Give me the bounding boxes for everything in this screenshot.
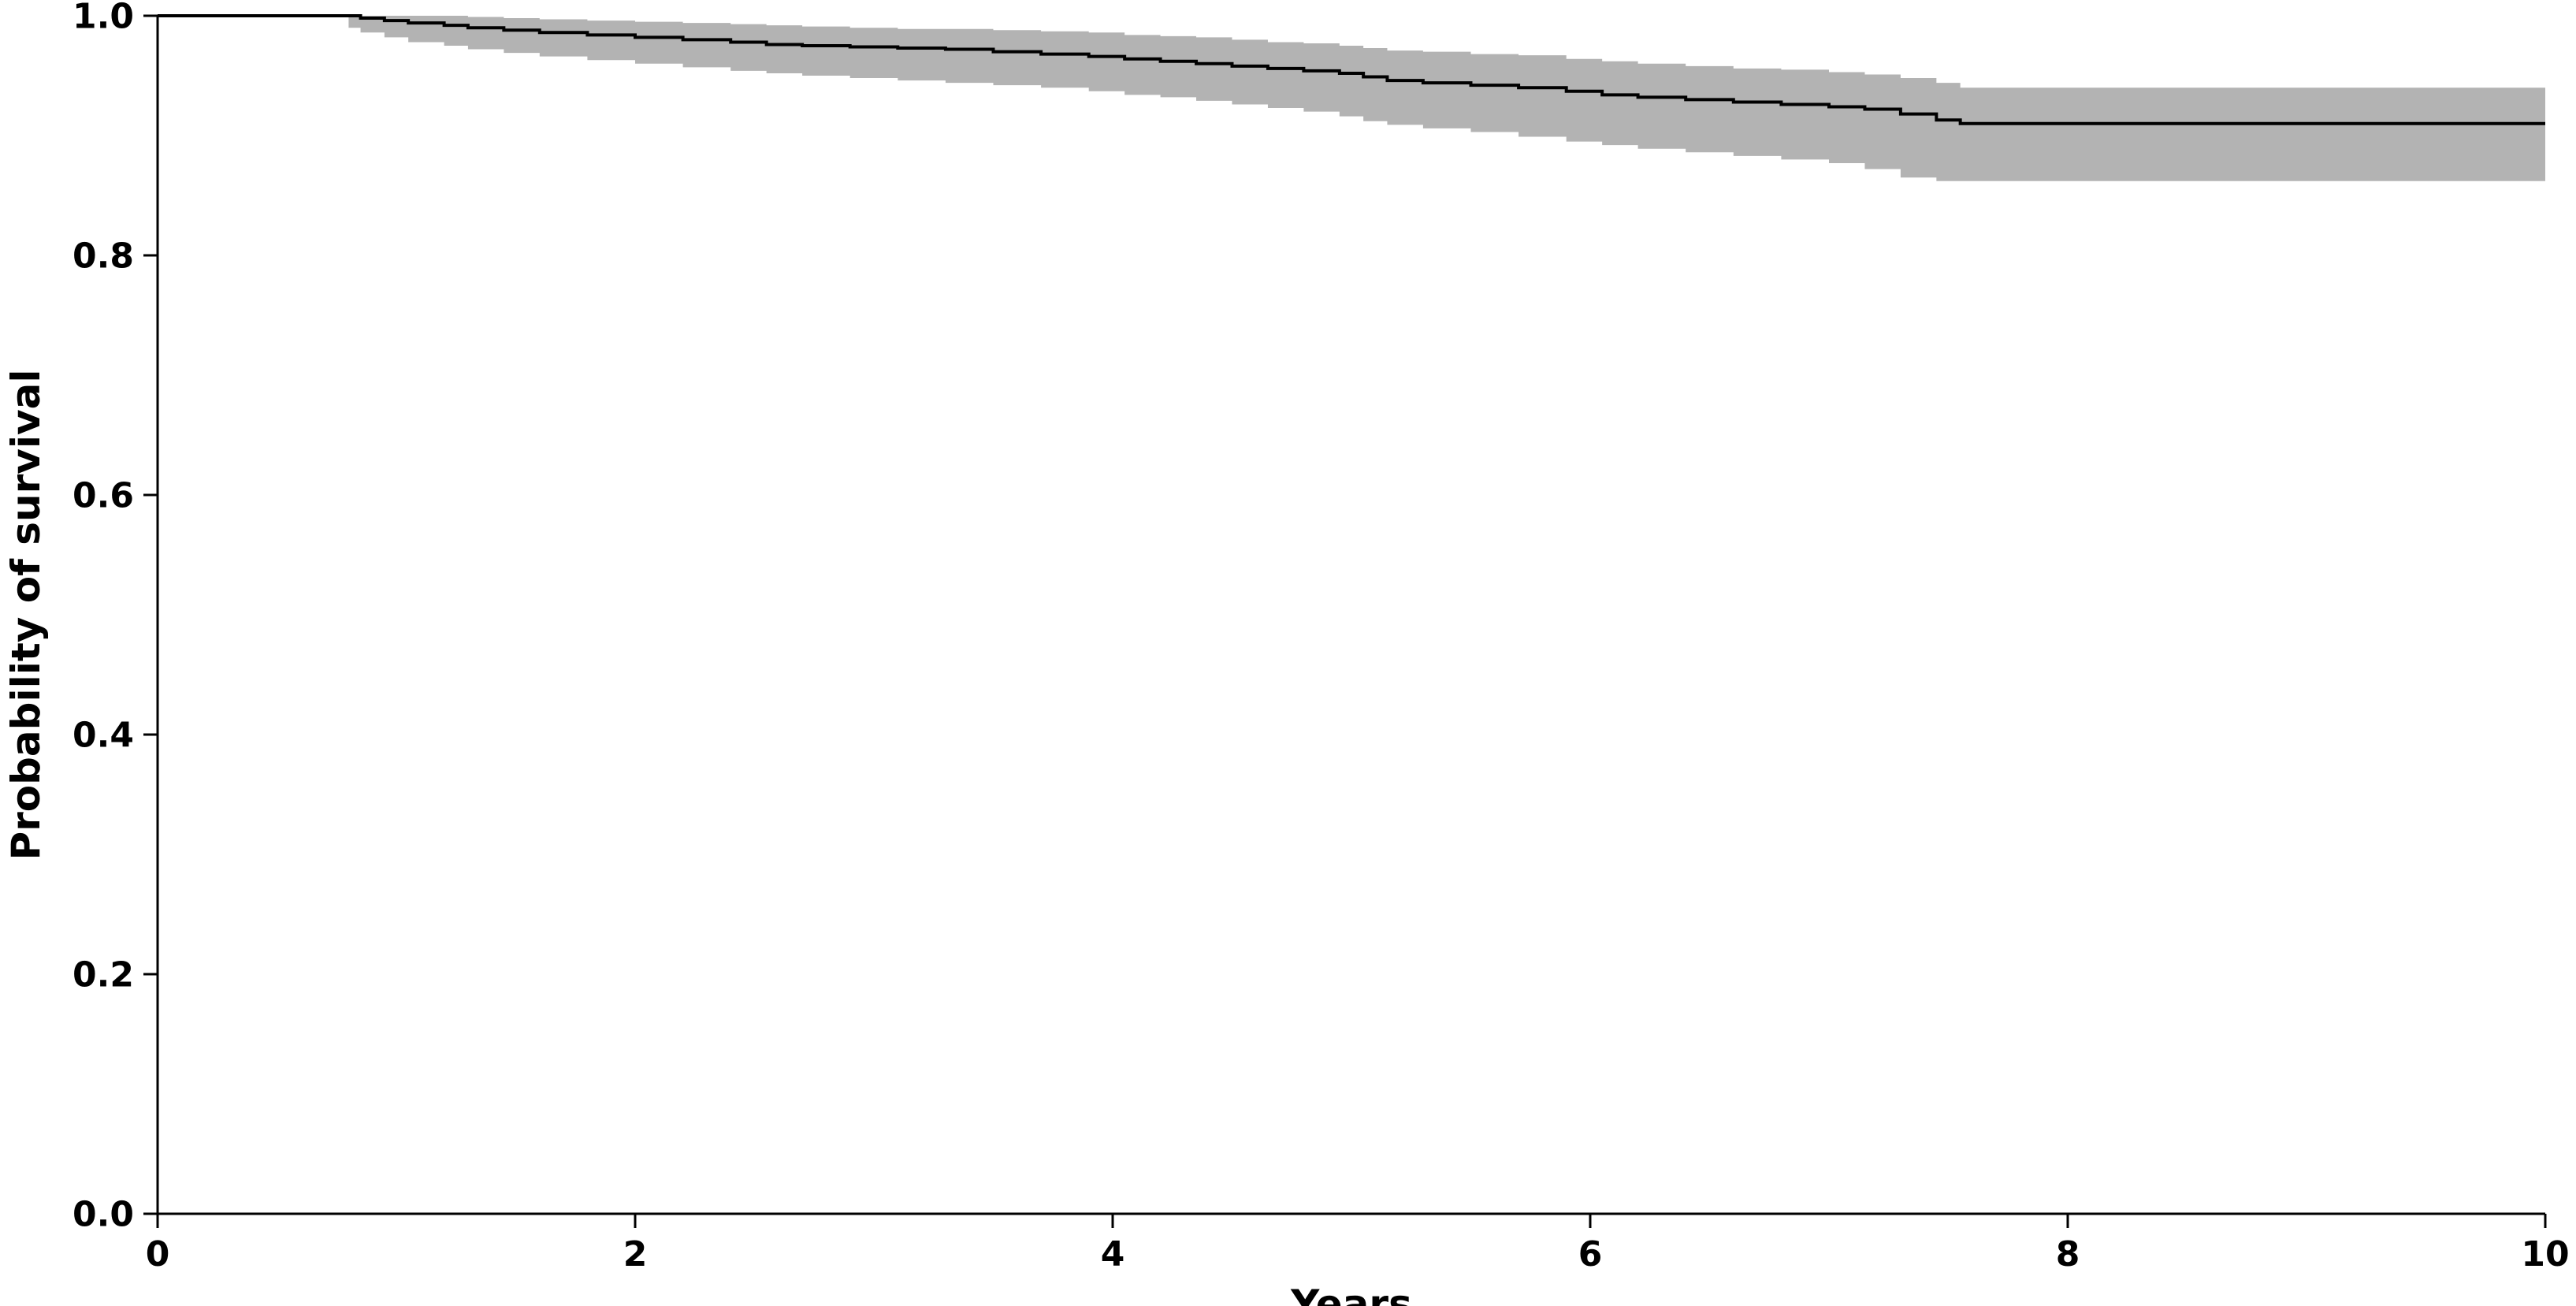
x-tick-label: 0 <box>146 1234 170 1274</box>
y-tick-label: 0.6 <box>72 475 134 515</box>
confidence-band <box>158 16 2545 181</box>
x-tick-label: 4 <box>1101 1234 1125 1274</box>
x-tick-label: 10 <box>2521 1234 2569 1274</box>
y-tick-label: 1.0 <box>72 0 134 36</box>
y-tick-label: 0.8 <box>72 236 134 276</box>
y-tick-label: 0.4 <box>72 715 134 755</box>
y-tick-label: 0.0 <box>72 1194 134 1234</box>
chart-svg: 0 2 4 6 8 10 0.0 0.2 0.4 0.6 0.8 1.0 Years Probabilit… <box>0 0 2576 1306</box>
y-tick-label: 0.2 <box>72 954 134 995</box>
survival-chart: 0 2 4 6 8 10 0.0 0.2 0.4 0.6 0.8 1.0 Years Probabilit… <box>0 0 2576 1306</box>
y-axis-label: Probability of survival <box>3 369 49 860</box>
x-tick-label: 2 <box>623 1234 648 1274</box>
x-tick-label: 6 <box>1578 1234 1603 1274</box>
x-axis-label: Years <box>1290 1282 1412 1306</box>
x-tick-label: 8 <box>2056 1234 2080 1274</box>
